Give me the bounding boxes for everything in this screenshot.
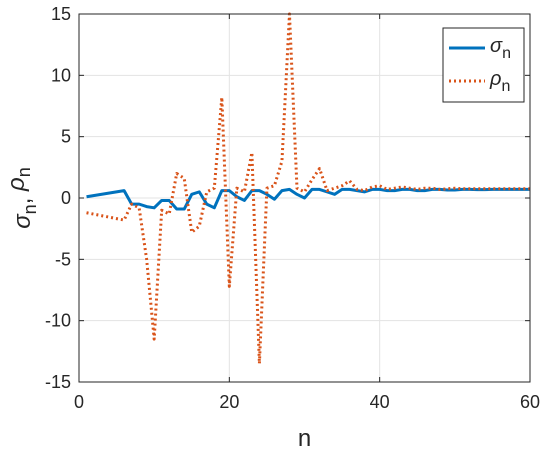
y-tick-label: -5 [55, 249, 71, 269]
x-tick-label: 0 [74, 392, 84, 412]
x-axis-title: n [298, 425, 311, 452]
y-tick-label: -10 [45, 311, 71, 331]
y-axis-title: σn, ρn [3, 167, 40, 229]
y-tick-label: 15 [51, 4, 71, 24]
x-tick-label: 40 [370, 392, 390, 412]
y-tick-label: 0 [61, 188, 71, 208]
x-axis-label: n [298, 425, 311, 452]
series-sigma [86, 187, 530, 211]
axis-ticks [78, 13, 531, 383]
y-axis-label: σn, ρn [3, 167, 40, 229]
y-tick-label: 10 [51, 65, 71, 85]
series-line [86, 187, 530, 211]
series-layer [86, 12, 530, 366]
y-tick-label: -15 [45, 372, 71, 392]
legend-label: ρn [489, 68, 510, 95]
legend-label: σn [490, 35, 511, 62]
x-tick-label: 60 [520, 392, 540, 412]
y-tick-label: 5 [61, 127, 71, 147]
x-tick-label: 20 [219, 392, 239, 412]
tick-labels: 0 20 40 60 15 10 5 0 -5 -10 -15 [45, 4, 540, 412]
legend: σn ρn [442, 27, 525, 103]
legend-box [442, 27, 525, 103]
